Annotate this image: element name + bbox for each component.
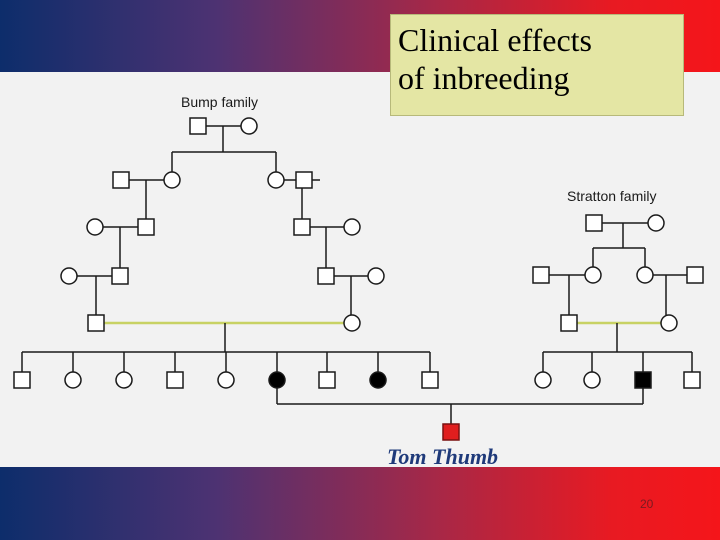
male-individual <box>317 267 335 285</box>
affected-female-individual <box>369 371 387 389</box>
stratton-family-label: Stratton family <box>567 188 656 204</box>
male-individual <box>318 371 336 389</box>
female-individual <box>584 266 602 284</box>
proband-individual <box>442 423 460 441</box>
male-individual <box>295 171 313 189</box>
bump-family-label: Bump family <box>181 94 258 110</box>
female-individual <box>660 314 678 332</box>
male-individual <box>189 117 207 135</box>
female-individual <box>240 117 258 135</box>
affected-male-individual <box>634 371 652 389</box>
female-individual <box>163 171 181 189</box>
female-individual <box>64 371 82 389</box>
female-individual <box>583 371 601 389</box>
male-individual <box>421 371 439 389</box>
female-individual <box>217 371 235 389</box>
male-individual <box>293 218 311 236</box>
proband-label: Tom Thumb <box>387 444 498 469</box>
slide-title: Clinical effects of inbreeding <box>390 14 684 116</box>
female-individual <box>267 171 285 189</box>
female-individual <box>636 266 654 284</box>
female-individual <box>60 267 78 285</box>
title-line-2: of inbreeding <box>398 60 570 96</box>
bottom-gradient-band <box>0 467 720 540</box>
male-individual <box>137 218 155 236</box>
page-number: 20 <box>640 497 654 511</box>
female-individual <box>534 371 552 389</box>
male-individual <box>13 371 31 389</box>
affected-female-individual <box>268 371 286 389</box>
male-individual <box>111 267 129 285</box>
male-individual <box>87 314 105 332</box>
male-individual <box>112 171 130 189</box>
male-individual <box>166 371 184 389</box>
title-line-1: Clinical effects <box>398 22 592 58</box>
female-individual <box>367 267 385 285</box>
female-individual <box>86 218 104 236</box>
male-individual <box>686 266 704 284</box>
male-individual <box>683 371 701 389</box>
female-individual <box>115 371 133 389</box>
female-individual <box>647 214 665 232</box>
male-individual <box>560 314 578 332</box>
female-individual <box>343 314 361 332</box>
female-individual <box>343 218 361 236</box>
male-individual <box>532 266 550 284</box>
male-individual <box>585 214 603 232</box>
